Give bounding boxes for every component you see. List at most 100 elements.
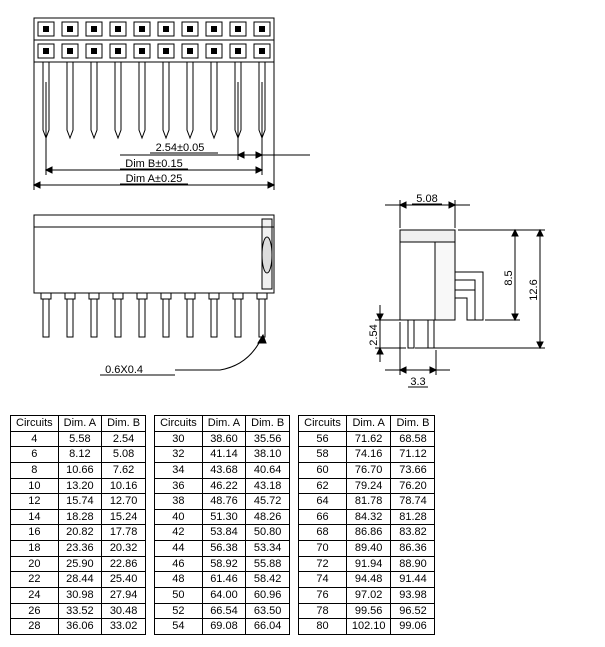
table-cell: 22.86 bbox=[102, 556, 146, 572]
table-cell: 81.28 bbox=[391, 509, 435, 525]
table-row: 2836.0633.02 bbox=[11, 619, 146, 635]
table-2: CircuitsDim. ADim. B3038.6035.563241.143… bbox=[154, 415, 290, 635]
side-view: 5.08 8.5 12.6 2.54 3.3 bbox=[350, 10, 570, 400]
table-cell: 33.02 bbox=[102, 619, 146, 635]
table-row: 45.582.54 bbox=[11, 431, 146, 447]
table-cell: 14 bbox=[11, 509, 59, 525]
table-cell: 91.94 bbox=[346, 556, 391, 572]
table-row: 6684.3281.28 bbox=[299, 509, 435, 525]
table-cell: 8 bbox=[11, 462, 59, 478]
table-row: 2025.9022.86 bbox=[11, 556, 146, 572]
table-row: 6481.7878.74 bbox=[299, 494, 435, 510]
table-cell: 94.48 bbox=[346, 572, 391, 588]
table-cell: 42 bbox=[155, 525, 203, 541]
table-cell: 18.28 bbox=[58, 509, 101, 525]
col-header: Circuits bbox=[299, 416, 347, 432]
table-cell: 4 bbox=[11, 431, 59, 447]
table-row: 810.667.62 bbox=[11, 462, 146, 478]
dima-label: Dim A±0.25 bbox=[126, 173, 183, 185]
table-cell: 15.24 bbox=[102, 509, 146, 525]
table-cell: 25.90 bbox=[58, 556, 101, 572]
table-cell: 5.58 bbox=[58, 431, 101, 447]
table-row: 7697.0293.98 bbox=[299, 588, 435, 604]
table-row: 7899.5696.52 bbox=[299, 603, 435, 619]
table-cell: 8.12 bbox=[58, 447, 101, 463]
table-cell: 62 bbox=[299, 478, 347, 494]
table-cell: 58.92 bbox=[202, 556, 245, 572]
table-row: 80102.1099.06 bbox=[299, 619, 435, 635]
table-cell: 76.70 bbox=[346, 462, 391, 478]
table-cell: 48 bbox=[155, 572, 203, 588]
table-cell: 45.72 bbox=[246, 494, 290, 510]
table-cell: 53.84 bbox=[202, 525, 245, 541]
front-view-drawing: 0.6X0.4 bbox=[10, 205, 320, 385]
table-cell: 6 bbox=[11, 447, 59, 463]
table-cell: 53.34 bbox=[246, 541, 290, 557]
table-row: 4456.3853.34 bbox=[155, 541, 290, 557]
table-cell: 84.32 bbox=[346, 509, 391, 525]
table-cell: 38 bbox=[155, 494, 203, 510]
table-row: 5874.1671.12 bbox=[299, 447, 435, 463]
table-cell: 12.70 bbox=[102, 494, 146, 510]
table-cell: 55.88 bbox=[246, 556, 290, 572]
table-cell: 70 bbox=[299, 541, 347, 557]
table-cell: 74 bbox=[299, 572, 347, 588]
col-header: Dim. A bbox=[202, 416, 245, 432]
table-cell: 43.18 bbox=[246, 478, 290, 494]
table-cell: 44 bbox=[155, 541, 203, 557]
table-cell: 36.06 bbox=[58, 619, 101, 635]
left-views: 2.54±0.05 Dim B±0.15 Dim A±0.25 0.6X0.4 bbox=[10, 10, 320, 400]
table-row: 7291.9488.90 bbox=[299, 556, 435, 572]
table-cell: 50.80 bbox=[246, 525, 290, 541]
table-cell: 20 bbox=[11, 556, 59, 572]
table-cell: 17.78 bbox=[102, 525, 146, 541]
table-row: 7494.4891.44 bbox=[299, 572, 435, 588]
table-row: 4253.8450.80 bbox=[155, 525, 290, 541]
table-cell: 66.04 bbox=[246, 619, 290, 635]
table-cell: 50 bbox=[155, 588, 203, 604]
table-row: 5064.0060.96 bbox=[155, 588, 290, 604]
table-cell: 22 bbox=[11, 572, 59, 588]
table-cell: 38.60 bbox=[202, 431, 245, 447]
table-cell: 71.62 bbox=[346, 431, 391, 447]
table-cell: 10.66 bbox=[58, 462, 101, 478]
top-view-drawing: 2.54±0.05 Dim B±0.15 Dim A±0.25 bbox=[10, 10, 320, 205]
table-1: CircuitsDim. ADim. B45.582.5468.125.0881… bbox=[10, 415, 146, 635]
table-cell: 30.98 bbox=[58, 588, 101, 604]
table-cell: 30 bbox=[155, 431, 203, 447]
table-row: 5469.0866.04 bbox=[155, 619, 290, 635]
dimension-tables: CircuitsDim. ADim. B45.582.5468.125.0881… bbox=[10, 415, 595, 635]
table-cell: 58.42 bbox=[246, 572, 290, 588]
side-h2-label: 12.6 bbox=[528, 279, 540, 300]
table-cell: 27.94 bbox=[102, 588, 146, 604]
table-row: 4051.3048.26 bbox=[155, 509, 290, 525]
col-header: Dim. B bbox=[391, 416, 435, 432]
side-depth-label: 3.3 bbox=[410, 376, 425, 388]
table-cell: 30.48 bbox=[102, 603, 146, 619]
table-row: 3443.6840.64 bbox=[155, 462, 290, 478]
table-cell: 86.36 bbox=[391, 541, 435, 557]
table-cell: 56.38 bbox=[202, 541, 245, 557]
table-row: 1418.2815.24 bbox=[11, 509, 146, 525]
table-cell: 68.58 bbox=[391, 431, 435, 447]
pin-shape-label: 0.6X0.4 bbox=[105, 364, 143, 376]
table-cell: 41.14 bbox=[202, 447, 245, 463]
table-row: 7089.4086.36 bbox=[299, 541, 435, 557]
side-view-drawing: 5.08 8.5 12.6 2.54 3.3 bbox=[350, 190, 570, 400]
table-cell: 80 bbox=[299, 619, 347, 635]
table-cell: 23.36 bbox=[58, 541, 101, 557]
table-cell: 46 bbox=[155, 556, 203, 572]
dimb-label: Dim B±0.15 bbox=[125, 158, 182, 170]
table-cell: 5.08 bbox=[102, 447, 146, 463]
table-cell: 10 bbox=[11, 478, 59, 494]
table-cell: 56 bbox=[299, 431, 347, 447]
table-cell: 64 bbox=[299, 494, 347, 510]
table-cell: 72 bbox=[299, 556, 347, 572]
table-3: CircuitsDim. ADim. B5671.6268.585874.167… bbox=[298, 415, 435, 635]
table-row: 3646.2243.18 bbox=[155, 478, 290, 494]
technical-diagrams: 2.54±0.05 Dim B±0.15 Dim A±0.25 0.6X0.4 bbox=[10, 10, 595, 400]
table-cell: 20.82 bbox=[58, 525, 101, 541]
table-cell: 88.90 bbox=[391, 556, 435, 572]
table-cell: 18 bbox=[11, 541, 59, 557]
table-row: 4861.4658.42 bbox=[155, 572, 290, 588]
